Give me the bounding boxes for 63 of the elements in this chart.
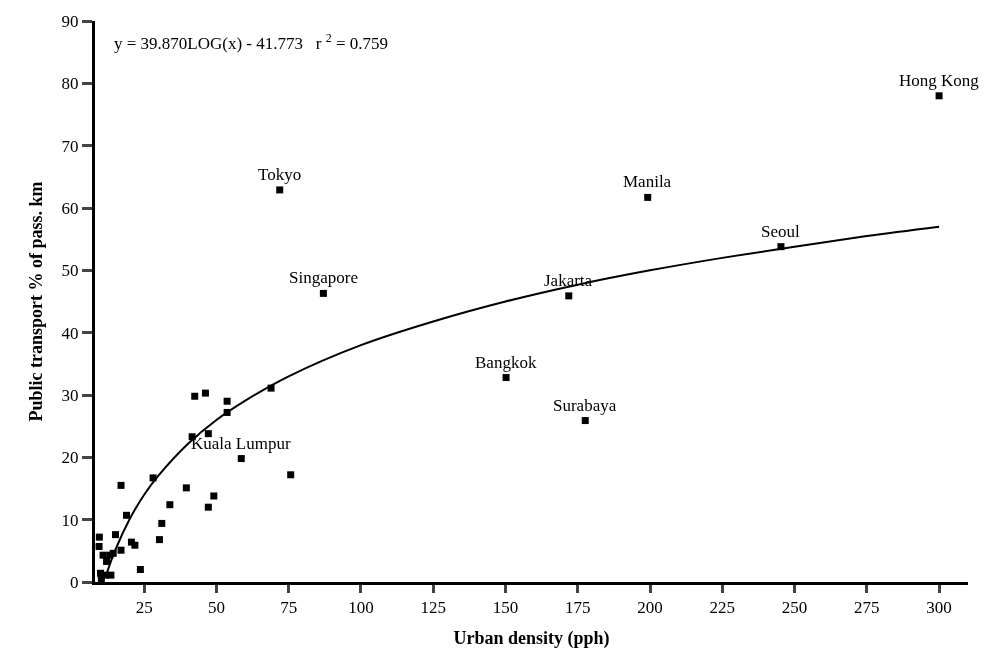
point [155,536,163,544]
point [97,575,105,582]
point [117,481,125,489]
y-tick-label: 40 [61,323,79,343]
x-tick-label: 50 [207,598,225,618]
x-tick-label: 100 [348,598,374,618]
point [935,92,943,100]
y-tick-label: 50 [61,261,79,281]
point [191,392,199,400]
point [95,533,103,541]
x-tick-label: 125 [420,598,446,618]
annotation: Singapore [289,268,358,287]
point [112,531,120,539]
point [131,541,139,549]
point [107,571,115,579]
annotation: y = 39.870LOG(x) - 41.773 r $^{2}$ = 0.759 [114,31,388,54]
point [237,455,245,463]
annotation: Tokyo [258,165,302,184]
y-tick-label: 30 [61,385,79,405]
point [319,289,327,297]
y-axis-title: Public transport % of pass. km [25,181,46,422]
y-tick-label: 70 [61,136,79,156]
x-tick-label: 300 [926,598,952,618]
point [182,484,190,492]
y-tick-label: 80 [61,74,79,94]
annotation: Kuala Lumpur [191,434,291,453]
annotation: Hong Kong [899,71,980,90]
point [276,186,284,194]
point [644,193,652,201]
annotation: Bangkok [475,353,537,372]
x-tick-label: 150 [492,598,519,618]
x-tick-label: 250 [781,598,808,618]
x-tick-label: 175 [565,598,591,618]
point [223,397,231,405]
y-tick-label: 60 [61,198,79,218]
x-axis-title: Urban density (pph) [453,627,610,649]
x-tick-label: 275 [854,598,880,618]
point [103,557,111,565]
point [201,389,209,397]
y-tick-label: 10 [61,510,79,530]
point [117,546,125,554]
x-tick-label: 200 [637,598,663,618]
point [95,542,103,550]
point [210,492,218,500]
annotation: Seoul [761,222,800,241]
y-tick-label: 90 [61,11,79,31]
y-tick-label: 20 [61,448,79,468]
x-tick-label: 225 [709,598,736,618]
annotation: Manila [623,172,672,191]
point [136,566,144,574]
y-tick-label: 0 [70,572,79,592]
point [166,501,174,509]
point [502,374,510,382]
point [565,292,573,300]
x-tick-label: 75 [280,598,298,618]
x-tick-label: 25 [135,598,153,618]
point [158,519,166,527]
point [581,417,589,425]
point [99,551,107,559]
point [287,471,295,479]
annotation: Surabaya [553,396,617,415]
point [204,503,212,511]
point [123,511,131,519]
